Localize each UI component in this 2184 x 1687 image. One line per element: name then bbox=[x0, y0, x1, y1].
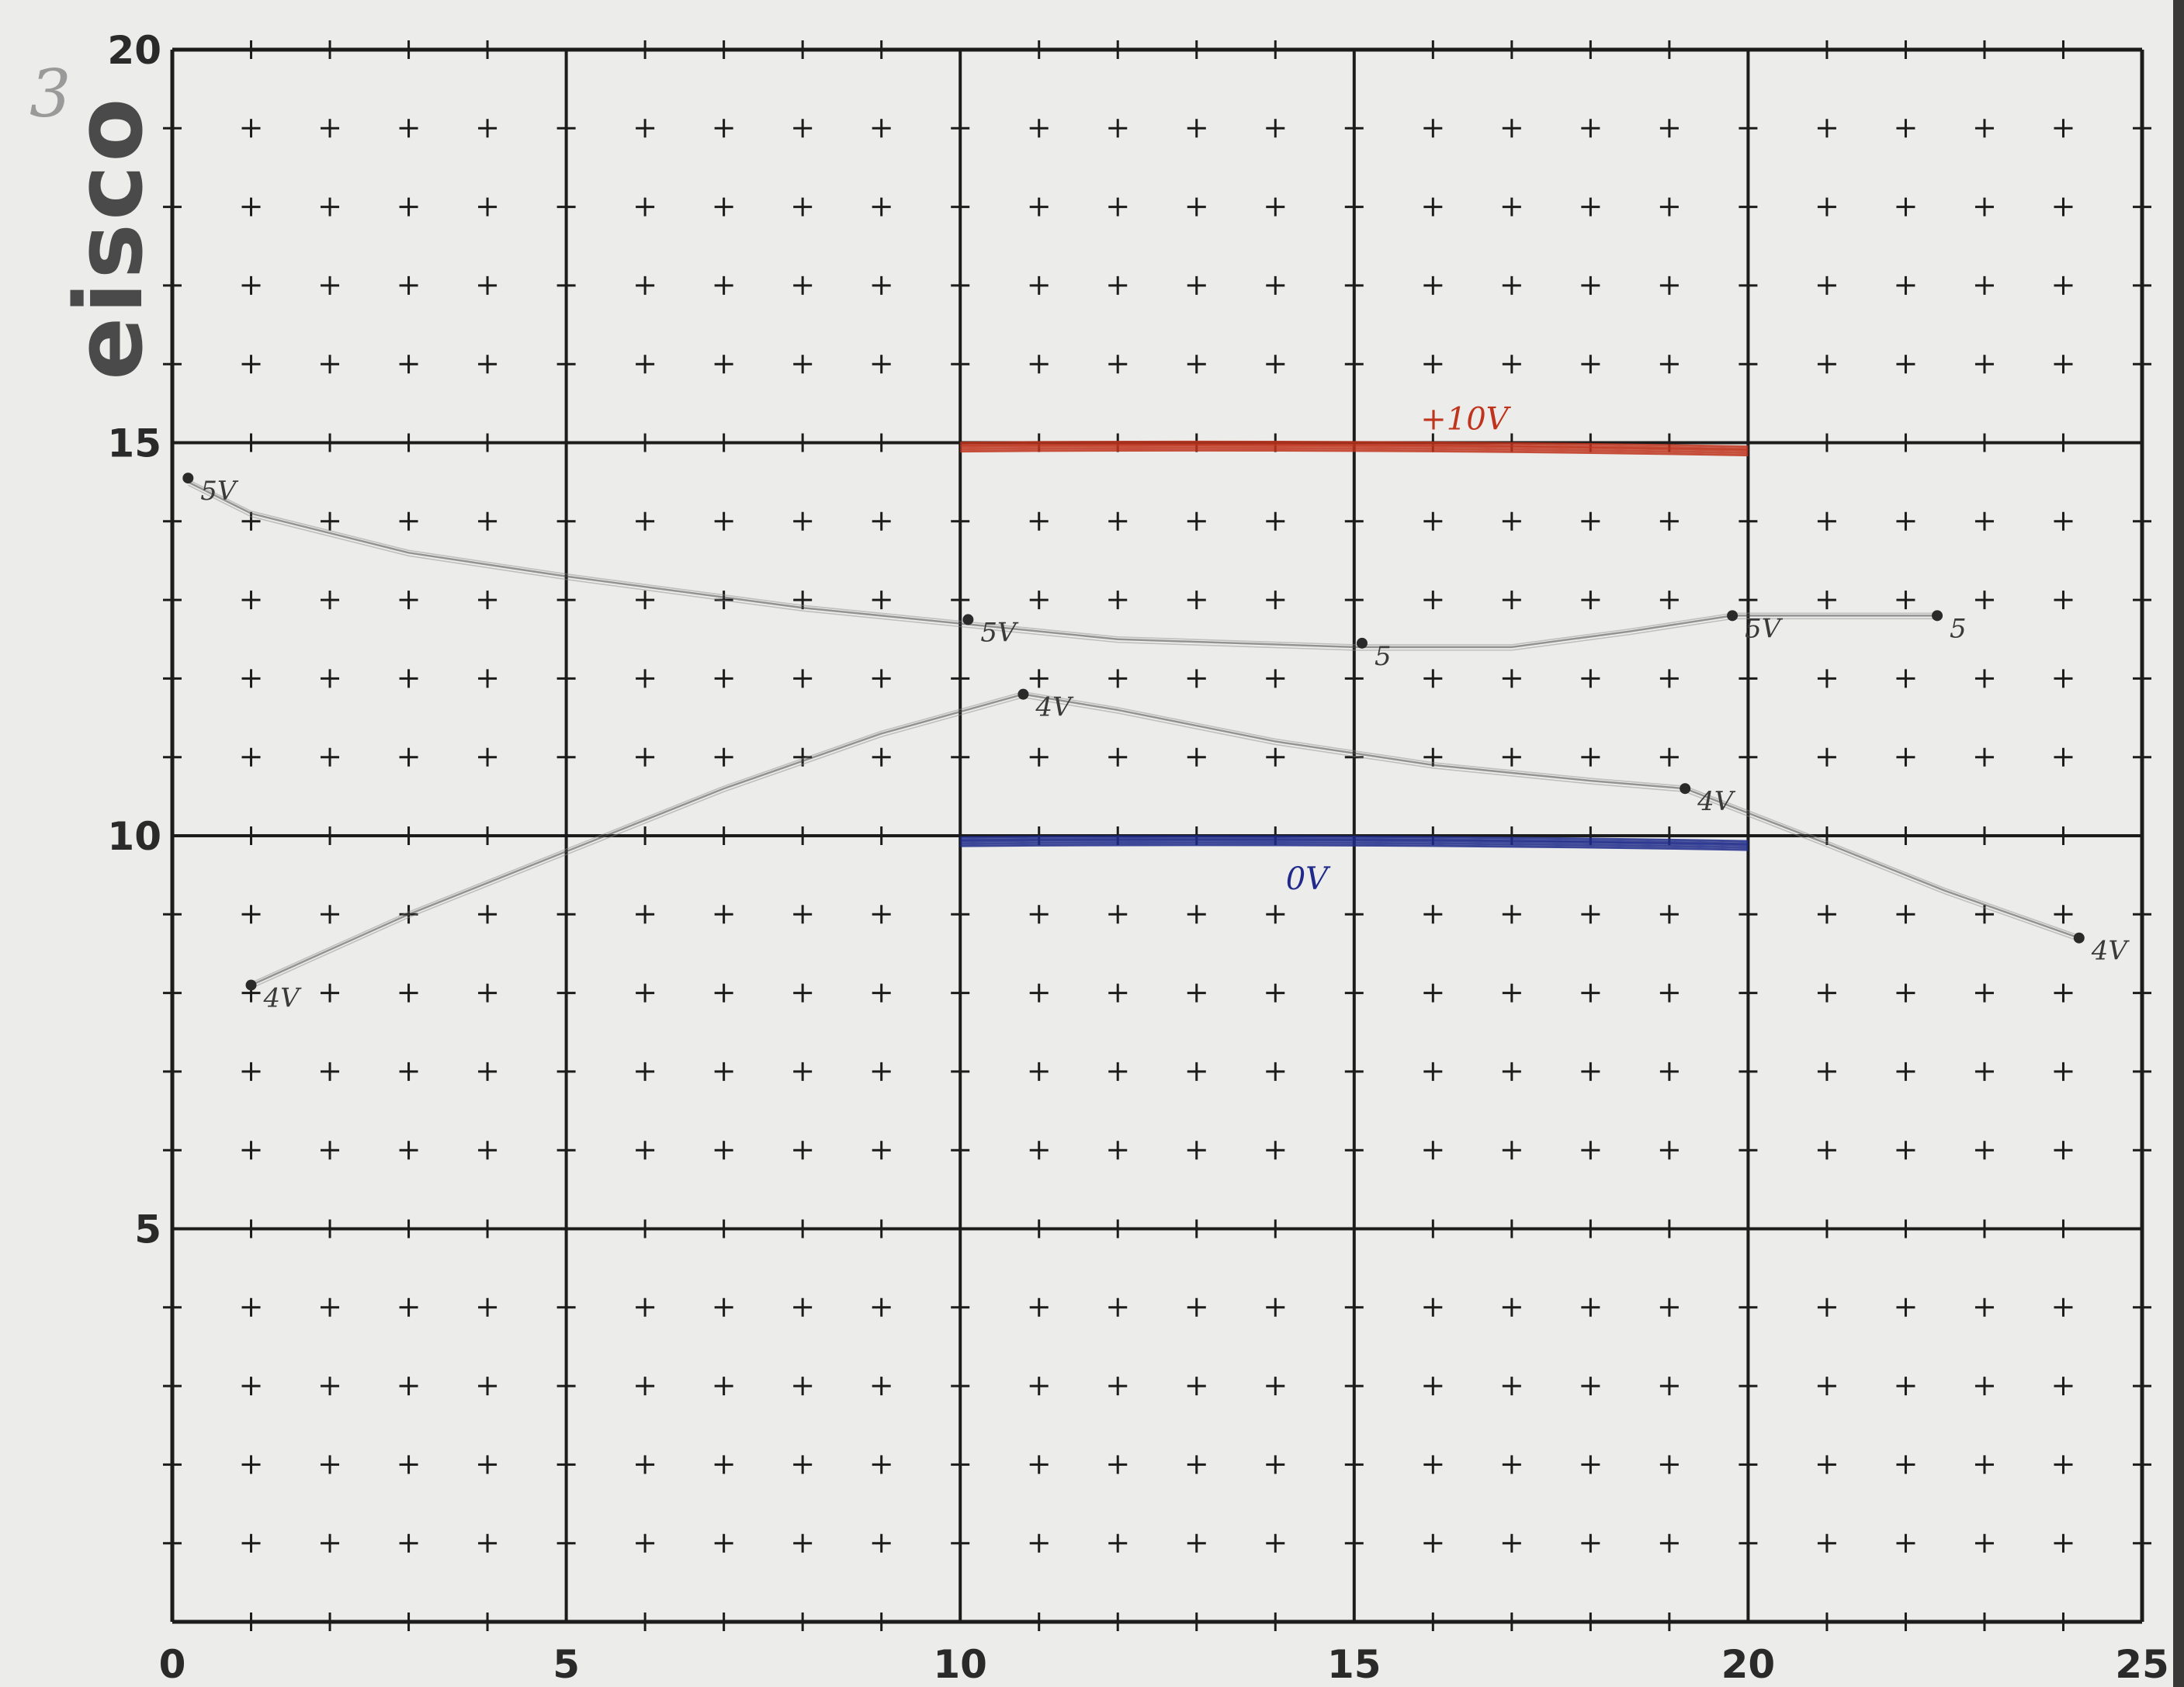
point-label: 5V bbox=[200, 476, 239, 507]
brand-logo: eisco bbox=[56, 95, 164, 380]
point-label: 4V bbox=[263, 982, 303, 1013]
data-point bbox=[1680, 783, 1690, 794]
y-tick-label: 15 bbox=[107, 421, 161, 466]
data-point bbox=[1932, 610, 1943, 621]
point-label: 4V bbox=[1035, 692, 1074, 723]
point-label: 5V bbox=[1745, 613, 1784, 644]
x-tick-label: 15 bbox=[1327, 1642, 1381, 1687]
point-label: 4V bbox=[2091, 936, 2130, 967]
point-label: 4V bbox=[1697, 786, 1736, 817]
data-point bbox=[1727, 610, 1738, 621]
point-label: 5 bbox=[1375, 641, 1392, 672]
point-label: 5V bbox=[980, 617, 1019, 648]
data-point bbox=[182, 473, 193, 483]
data-point bbox=[246, 979, 257, 990]
y-tick-label: 5 bbox=[134, 1207, 161, 1252]
y-tick-label: 20 bbox=[107, 28, 161, 73]
x-tick-label: 25 bbox=[2115, 1642, 2169, 1687]
brand-name: eisco bbox=[56, 95, 164, 380]
x-tick-label: 20 bbox=[1721, 1642, 1776, 1687]
x-tick-label: 0 bbox=[159, 1642, 186, 1687]
x-tick-label: 5 bbox=[553, 1642, 580, 1687]
data-point bbox=[1017, 689, 1028, 700]
data-point bbox=[2074, 933, 2085, 944]
y-tick-label: 10 bbox=[107, 814, 161, 859]
electrode-label: +10V bbox=[1420, 402, 1511, 438]
data-point bbox=[1357, 638, 1368, 649]
x-tick-label: 10 bbox=[933, 1642, 987, 1687]
electrode-label: 0V bbox=[1286, 861, 1331, 897]
data-point bbox=[962, 614, 973, 625]
point-label: 5 bbox=[1950, 613, 1967, 644]
